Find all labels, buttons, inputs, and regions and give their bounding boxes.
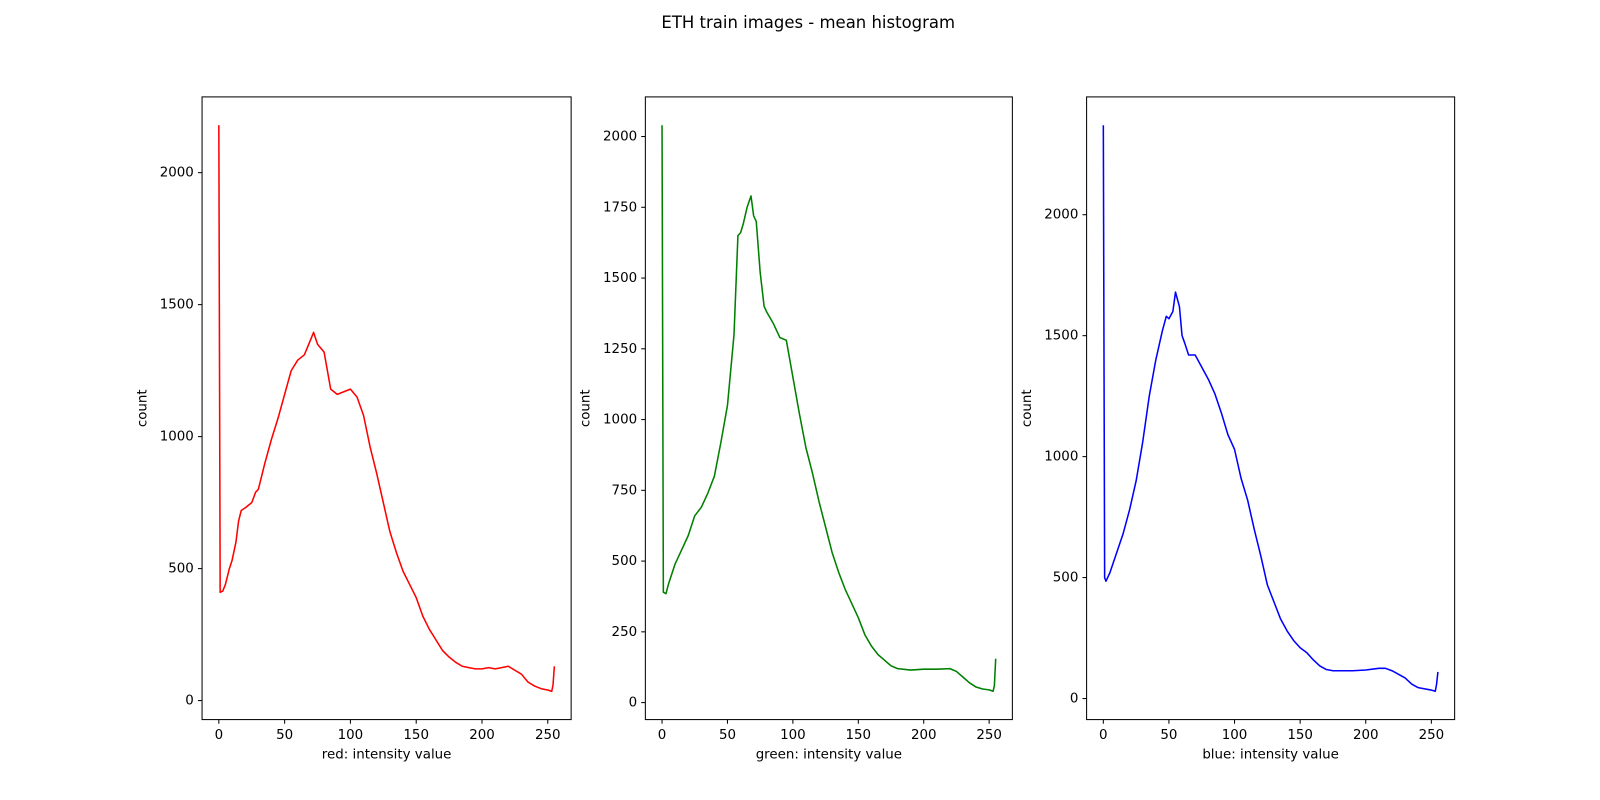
figure-title: ETH train images - mean histogram	[661, 13, 955, 32]
y-tick-label: 1750	[603, 200, 637, 215]
y-tick-label: 500	[612, 554, 638, 569]
x-tick-label: 50	[276, 728, 293, 743]
x-tick-label: 250	[976, 728, 1002, 743]
x-tick-label: 50	[1160, 728, 1177, 743]
axes-frame	[644, 96, 1013, 721]
y-tick-label: 2000	[160, 166, 194, 181]
y-tick-label: 1000	[1044, 450, 1078, 465]
axes-frame	[201, 96, 572, 721]
x-tick-label: 100	[338, 728, 364, 743]
x-tick-label: 0	[1099, 728, 1108, 743]
y-tick-label: 1000	[160, 430, 194, 445]
y-tick-label: 2000	[603, 130, 637, 145]
y-tick-label: 2000	[1044, 208, 1078, 223]
y-tick-label: 0	[629, 696, 638, 711]
y-tick-label: 750	[612, 483, 638, 498]
y-axis-label: count	[579, 389, 594, 427]
x-tick-label: 200	[911, 728, 937, 743]
x-tick-label: 200	[1353, 728, 1379, 743]
x-tick-label: 250	[1419, 728, 1445, 743]
x-axis-label: red: intensity value	[322, 748, 452, 763]
y-tick-label: 500	[1053, 571, 1079, 586]
y-tick-label: 1500	[603, 271, 637, 286]
x-axis-label: blue: intensity value	[1202, 748, 1339, 763]
x-tick-label: 0	[215, 728, 224, 743]
y-tick-label: 1500	[1044, 329, 1078, 344]
x-tick-label: 100	[780, 728, 806, 743]
axes-frame	[1086, 96, 1456, 721]
data-line	[1102, 125, 1439, 693]
data-line	[218, 125, 556, 693]
y-axis-label: count	[1020, 389, 1035, 427]
x-tick-label: 100	[1222, 728, 1248, 743]
y-tick-label: 500	[168, 562, 194, 577]
x-tick-label: 200	[469, 728, 495, 743]
y-tick-label: 0	[1070, 692, 1079, 707]
y-tick-label: 1250	[603, 342, 637, 357]
x-tick-label: 50	[719, 728, 736, 743]
data-line	[661, 125, 997, 693]
y-axis-label: count	[135, 389, 150, 427]
y-tick-label: 0	[185, 694, 194, 709]
x-tick-label: 150	[846, 728, 872, 743]
y-tick-label: 1000	[603, 413, 637, 428]
x-tick-label: 250	[535, 728, 561, 743]
y-tick-label: 250	[612, 625, 638, 640]
x-tick-label: 150	[403, 728, 429, 743]
y-tick-label: 1500	[160, 298, 194, 313]
x-tick-label: 0	[658, 728, 667, 743]
x-tick-label: 150	[1287, 728, 1313, 743]
x-axis-label: green: intensity value	[756, 748, 902, 763]
